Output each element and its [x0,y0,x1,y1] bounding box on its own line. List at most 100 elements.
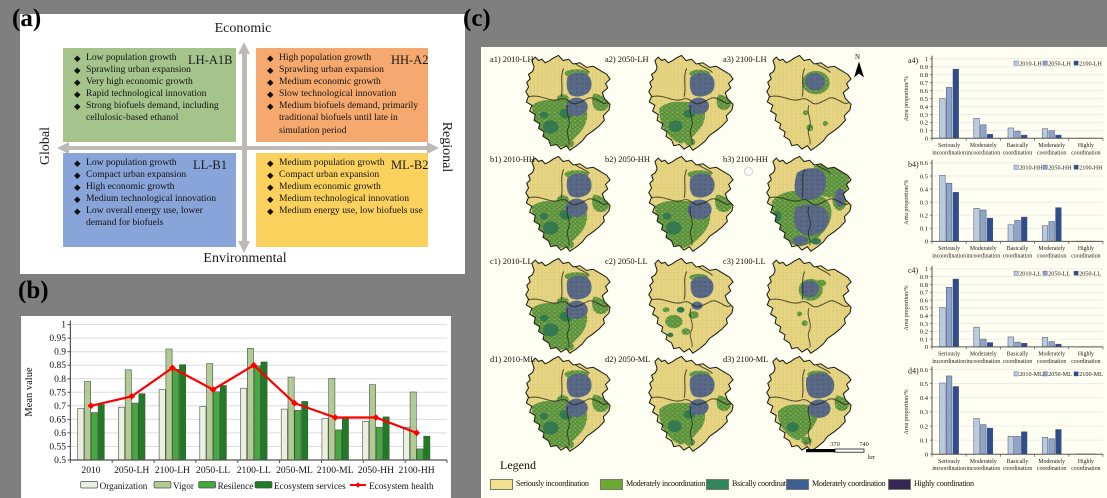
svg-text:1: 1 [61,321,66,331]
svg-text:Resilence: Resilence [218,481,254,491]
svg-text:coordination: coordination [1071,359,1100,365]
svg-text:1: 1 [925,266,928,273]
svg-text:2050-ML: 2050-ML [276,465,313,476]
svg-text:0.6: 0.6 [920,88,929,95]
svg-text:0.4: 0.4 [920,313,929,320]
svg-text:incoordination: incoordination [966,150,1000,156]
svg-text:0.2: 0.2 [920,329,928,336]
svg-text:2100-HH: 2100-HH [398,465,434,476]
svg-text:0.5: 0.5 [54,456,66,466]
svg-text:370: 370 [830,441,840,448]
svg-text:0.1: 0.1 [920,128,928,135]
svg-text:2100-ML: 2100-ML [317,465,354,476]
svg-text:Basically: Basically [1007,352,1029,358]
svg-text:Moderately: Moderately [1038,459,1065,465]
svg-text:incoordination: incoordination [966,253,1000,259]
svg-text:incoordination: incoordination [932,359,966,365]
svg-text:Moderately: Moderately [970,352,997,358]
svg-text:0.4: 0.4 [920,104,929,111]
svg-text:0: 0 [804,441,807,448]
svg-text:incoordination: incoordination [966,466,1000,472]
svg-text:0.4: 0.4 [920,395,929,402]
svg-text:740: 740 [859,441,869,448]
svg-text:incoordination: incoordination [932,150,966,156]
svg-text:2050-HH: 2050-HH [358,465,394,476]
svg-text:Moderately: Moderately [970,246,997,252]
svg-text:incoordination: incoordination [966,359,1000,365]
svg-text:0.7: 0.7 [54,402,66,412]
svg-text:0.8: 0.8 [920,282,929,289]
svg-text:0.3: 0.3 [920,321,929,328]
svg-text:0.1: 0.1 [920,437,928,444]
svg-text:Area proportion/%: Area proportion/% [904,76,910,121]
svg-text:Moderately: Moderately [1038,143,1065,149]
svg-text:0.6: 0.6 [920,297,929,304]
svg-text:coordination: coordination [1003,150,1032,156]
svg-text:0.7: 0.7 [920,290,929,297]
svg-text:0.9: 0.9 [920,64,929,71]
svg-text:coordination: coordination [1071,253,1100,259]
svg-text:c4): c4) [908,266,919,275]
svg-text:Basically: Basically [1007,246,1029,252]
svg-text:0.2: 0.2 [920,213,928,220]
svg-text:2050-LL: 2050-LL [1048,271,1070,278]
svg-text:0.5: 0.5 [920,96,929,103]
svg-text:coordination: coordination [1003,466,1032,472]
svg-text:2100-LL: 2100-LL [237,465,271,476]
svg-text:2010-LL: 2010-LL [1019,271,1041,278]
svg-text:0.75: 0.75 [49,388,66,398]
svg-text:2010-LH: 2010-LH [1019,60,1042,67]
svg-text:Vigor: Vigor [173,481,194,491]
svg-text:0.55: 0.55 [49,443,66,453]
svg-text:coordination: coordination [1071,466,1100,472]
svg-text:0.3: 0.3 [920,112,929,119]
svg-text:2050-LH: 2050-LH [1048,60,1071,67]
svg-text:coordination: coordination [1037,150,1066,156]
svg-text:0.3: 0.3 [920,200,929,207]
svg-text:0: 0 [925,344,929,351]
svg-text:0.2: 0.2 [920,423,928,430]
svg-text:coordination: coordination [1071,150,1100,156]
svg-text:2010: 2010 [81,465,100,476]
svg-text:coordination: coordination [1003,359,1032,365]
svg-text:Seriously: Seriously [938,459,960,465]
svg-text:0.65: 0.65 [49,415,66,425]
svg-text:0.5: 0.5 [920,381,929,388]
svg-text:Ecosystem health: Ecosystem health [369,481,434,491]
svg-text:Mean value: Mean value [24,367,35,417]
svg-text:2100-LH: 2100-LH [1079,60,1102,67]
svg-text:0.4: 0.4 [920,186,929,193]
svg-text:2100-HH: 2100-HH [1079,165,1103,172]
svg-text:0.9: 0.9 [920,274,929,281]
svg-text:2050-LL: 2050-LL [1079,271,1101,278]
svg-text:Highly: Highly [1078,352,1094,358]
svg-text:d4): d4) [908,367,919,376]
svg-text:Basically: Basically [1007,143,1029,149]
svg-text:2010-HH: 2010-HH [1019,165,1043,172]
svg-text:incoordination: incoordination [932,253,966,259]
svg-text:incoordination: incoordination [932,466,966,472]
svg-text:0.6: 0.6 [920,367,929,374]
svg-text:0.2: 0.2 [920,120,928,127]
svg-text:Highly: Highly [1078,459,1094,465]
svg-text:0.6: 0.6 [54,429,66,439]
svg-text:0.7: 0.7 [920,80,929,87]
svg-text:Highly: Highly [1078,246,1094,252]
svg-text:Moderately: Moderately [1038,246,1065,252]
svg-text:0.9: 0.9 [54,348,66,358]
svg-text:0.95: 0.95 [49,334,66,344]
svg-text:2010-ML: 2010-ML [1019,371,1043,378]
svg-text:0.5: 0.5 [920,173,929,180]
svg-text:0.8: 0.8 [54,375,66,385]
svg-text:Seriously: Seriously [938,246,960,252]
svg-text:km: km [868,454,875,460]
svg-text:2050-ML: 2050-ML [1048,371,1072,378]
svg-text:2050-LH: 2050-LH [114,465,149,476]
svg-text:Area proportion/%: Area proportion/% [904,285,910,330]
svg-text:Organization: Organization [100,481,148,491]
svg-text:Seriously: Seriously [938,143,960,149]
svg-text:2050-HH: 2050-HH [1048,165,1072,172]
svg-text:coordination: coordination [1037,359,1066,365]
svg-text:Area proportion/%: Area proportion/% [904,389,910,434]
svg-text:Highly: Highly [1078,143,1094,149]
